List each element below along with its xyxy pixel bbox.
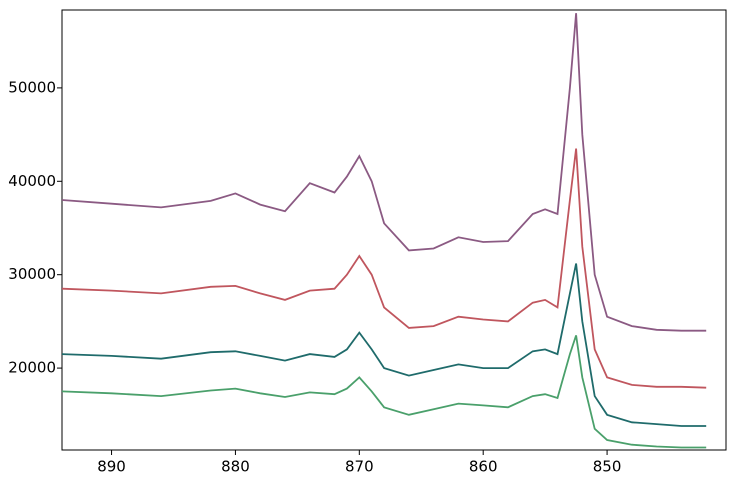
spectrum-line (61, 148, 707, 389)
spectrum-line (61, 263, 707, 427)
y-tick-label: 50000 (8, 78, 56, 96)
x-tick-label: 870 (345, 458, 374, 476)
spectrum-line (61, 335, 707, 449)
spectrum-line (61, 13, 707, 332)
plot-frame (61, 9, 727, 451)
x-tick-label: 850 (593, 458, 622, 476)
y-tick-label: 20000 (8, 359, 56, 377)
y-tick-label: 30000 (8, 265, 56, 283)
x-tick-label: 890 (97, 458, 126, 476)
x-tick-label: 880 (221, 458, 250, 476)
x-tick-label: 860 (469, 458, 498, 476)
y-tick-label: 40000 (8, 172, 56, 190)
